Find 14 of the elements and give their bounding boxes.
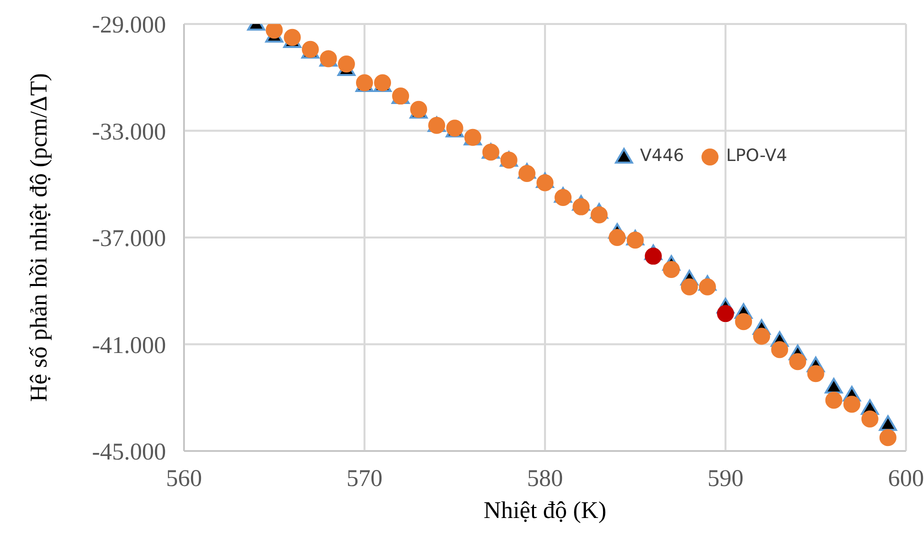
y-axis-title: Hệ số phản hồi nhiệt độ (pcm/ΔT) xyxy=(26,73,53,402)
y-tick-label: -37.000 xyxy=(92,226,166,252)
x-tick-label: 580 xyxy=(527,466,563,492)
x-axis-title: Nhiệt độ (K) xyxy=(484,498,606,524)
x-tick-label: 560 xyxy=(166,466,202,492)
x-tick-label: 590 xyxy=(708,466,744,492)
legend-label: V446 xyxy=(639,146,684,166)
x-tick-label: 570 xyxy=(346,466,382,492)
y-tick-label: -33.000 xyxy=(92,119,166,146)
y-tick-label: -45.000 xyxy=(92,440,166,466)
x-tick-label: 600 xyxy=(888,466,924,492)
legend-label: LPO-V4 xyxy=(725,146,788,166)
y-tick-label: -29.000 xyxy=(92,12,166,39)
y-tick-label: -41.000 xyxy=(92,332,166,359)
